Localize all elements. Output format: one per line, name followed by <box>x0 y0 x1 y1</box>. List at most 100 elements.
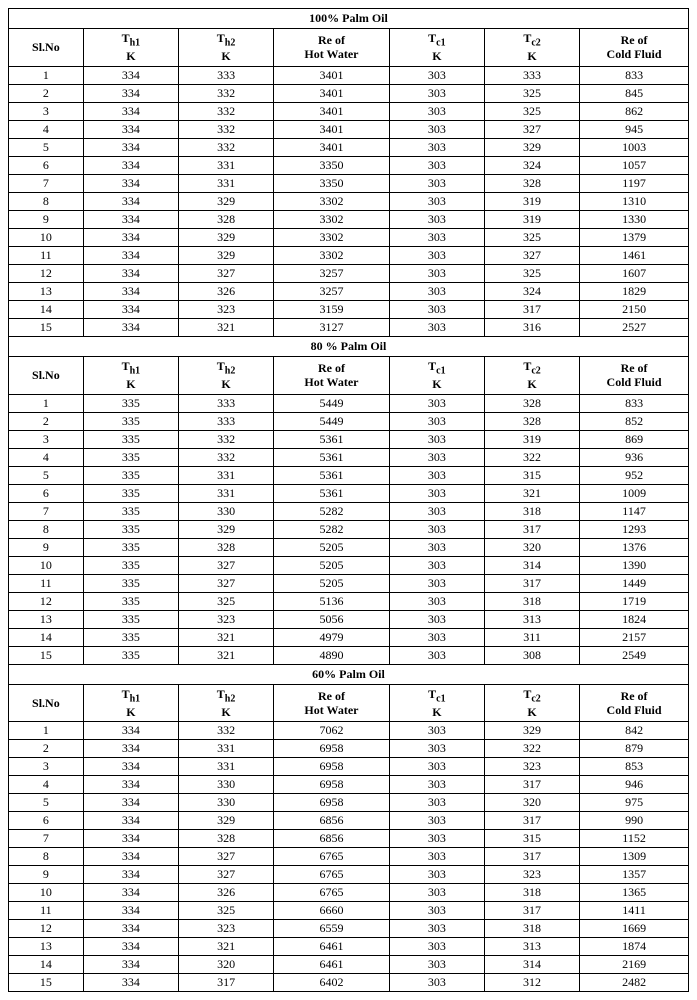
table-cell: 4 <box>9 448 84 466</box>
table-cell: 303 <box>389 264 484 282</box>
table-cell: 303 <box>389 156 484 174</box>
table-cell: 330 <box>178 502 273 520</box>
table-cell: 10 <box>9 228 84 246</box>
table-row: 1233432732573033251607 <box>9 264 689 282</box>
header-th1: Th1K <box>83 356 178 394</box>
table-cell: 303 <box>389 138 484 156</box>
table-cell: 333 <box>178 394 273 412</box>
table-cell: 10 <box>9 884 84 902</box>
table-cell: 6402 <box>274 974 390 992</box>
table-cell: 335 <box>83 448 178 466</box>
table-cell: 303 <box>389 646 484 664</box>
table-row: 1033432667653033181365 <box>9 884 689 902</box>
table-row: 1333432632573033241829 <box>9 282 689 300</box>
table-cell: 334 <box>83 740 178 758</box>
table-cell: 5 <box>9 794 84 812</box>
table-cell: 5449 <box>274 412 390 430</box>
column-header-row: Sl.NoTh1KTh2KRe ofHot WaterTc1KTc2KRe of… <box>9 684 689 722</box>
table-cell: 303 <box>389 520 484 538</box>
table-cell: 303 <box>389 812 484 830</box>
table-row: 1233532551363033181719 <box>9 592 689 610</box>
table-cell: 318 <box>484 502 579 520</box>
table-cell: 11 <box>9 902 84 920</box>
table-cell: 3401 <box>274 84 390 102</box>
table-cell: 332 <box>178 102 273 120</box>
table-cell: 3401 <box>274 66 390 84</box>
table-cell: 321 <box>178 938 273 956</box>
table-cell: 332 <box>178 722 273 740</box>
table-cell: 303 <box>389 776 484 794</box>
table-row: 933432767653033231357 <box>9 866 689 884</box>
table-cell: 2 <box>9 84 84 102</box>
table-cell: 6958 <box>274 776 390 794</box>
table-cell: 331 <box>178 740 273 758</box>
table-cell: 303 <box>389 120 484 138</box>
table-cell: 4979 <box>274 628 390 646</box>
table-cell: 7 <box>9 502 84 520</box>
table-cell: 853 <box>580 758 689 776</box>
table-cell: 1152 <box>580 830 689 848</box>
table-cell: 6 <box>9 484 84 502</box>
table-cell: 333 <box>178 412 273 430</box>
table-cell: 334 <box>83 192 178 210</box>
table-cell: 335 <box>83 394 178 412</box>
table-cell: 6660 <box>274 902 390 920</box>
table-cell: 842 <box>580 722 689 740</box>
table-cell: 303 <box>389 210 484 228</box>
table-cell: 303 <box>389 740 484 758</box>
table-row: 733432868563033151152 <box>9 830 689 848</box>
table-cell: 323 <box>178 920 273 938</box>
table-cell: 335 <box>83 628 178 646</box>
table-cell: 303 <box>389 722 484 740</box>
table-cell: 869 <box>580 430 689 448</box>
table-row: 43343306958303317946 <box>9 776 689 794</box>
table-cell: 334 <box>83 938 178 956</box>
table-cell: 303 <box>389 974 484 992</box>
table-cell: 5282 <box>274 520 390 538</box>
table-cell: 303 <box>389 430 484 448</box>
table-cell: 6958 <box>274 758 390 776</box>
table-cell: 311 <box>484 628 579 646</box>
table-cell: 3257 <box>274 282 390 300</box>
table-cell: 334 <box>83 120 178 138</box>
table-cell: 879 <box>580 740 689 758</box>
table-cell: 330 <box>178 776 273 794</box>
table-cell: 6 <box>9 812 84 830</box>
table-cell: 3302 <box>274 246 390 264</box>
table-row: 933432833023033191330 <box>9 210 689 228</box>
section-title: 100% Palm Oil <box>9 9 689 29</box>
table-cell: 325 <box>484 228 579 246</box>
table-cell: 318 <box>484 884 579 902</box>
table-cell: 5361 <box>274 484 390 502</box>
table-cell: 1057 <box>580 156 689 174</box>
table-cell: 2482 <box>580 974 689 992</box>
table-cell: 3302 <box>274 228 390 246</box>
section-title: 60% Palm Oil <box>9 664 689 684</box>
table-cell: 319 <box>484 210 579 228</box>
table-cell: 332 <box>178 120 273 138</box>
table-cell: 5 <box>9 138 84 156</box>
table-row: 43343323401303327945 <box>9 120 689 138</box>
header-re-cold: Re ofCold Fluid <box>580 684 689 722</box>
table-cell: 303 <box>389 920 484 938</box>
table-cell: 13 <box>9 938 84 956</box>
column-header-row: Sl.NoTh1KTh2KRe ofHot WaterTc1KTc2KRe of… <box>9 356 689 394</box>
table-cell: 6765 <box>274 884 390 902</box>
table-cell: 303 <box>389 228 484 246</box>
table-cell: 334 <box>83 812 178 830</box>
table-cell: 334 <box>83 722 178 740</box>
table-cell: 334 <box>83 138 178 156</box>
table-cell: 321 <box>178 628 273 646</box>
table-cell: 6765 <box>274 848 390 866</box>
table-cell: 7062 <box>274 722 390 740</box>
table-cell: 1379 <box>580 228 689 246</box>
table-cell: 316 <box>484 318 579 336</box>
table-row: 1133432566603033171411 <box>9 902 689 920</box>
table-cell: 313 <box>484 610 579 628</box>
table-cell: 332 <box>178 448 273 466</box>
table-cell: 333 <box>178 66 273 84</box>
table-cell: 4890 <box>274 646 390 664</box>
table-cell: 317 <box>484 902 579 920</box>
table-cell: 5 <box>9 466 84 484</box>
table-cell: 328 <box>178 210 273 228</box>
